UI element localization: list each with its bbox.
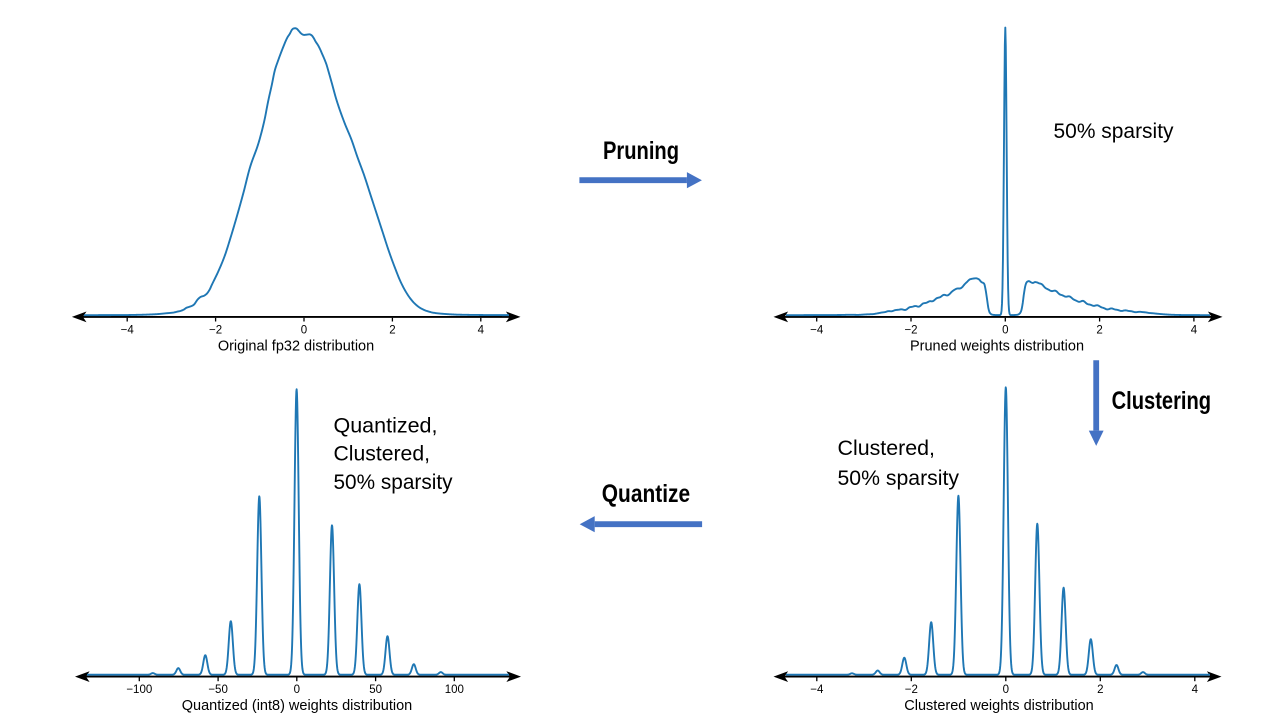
svg-text:0: 0 bbox=[294, 684, 300, 696]
svg-text:0: 0 bbox=[301, 324, 307, 336]
svg-text:50% sparsity: 50% sparsity bbox=[1054, 120, 1174, 143]
svg-text:−4: −4 bbox=[121, 324, 135, 336]
svg-text:50% sparsity: 50% sparsity bbox=[334, 471, 453, 494]
svg-text:2: 2 bbox=[389, 324, 395, 336]
svg-text:50: 50 bbox=[369, 684, 382, 696]
svg-text:Original fp32 distribution: Original fp32 distribution bbox=[218, 338, 374, 354]
svg-text:2: 2 bbox=[1096, 324, 1102, 336]
svg-text:2: 2 bbox=[1097, 684, 1103, 696]
svg-text:Quantized (int8) weights distr: Quantized (int8) weights distribution bbox=[182, 698, 413, 714]
svg-text:Quantize: Quantize bbox=[602, 480, 690, 508]
svg-text:−100: −100 bbox=[126, 684, 152, 696]
svg-text:100: 100 bbox=[445, 684, 464, 696]
svg-text:0: 0 bbox=[1003, 684, 1009, 696]
svg-text:Quantized,: Quantized, bbox=[334, 415, 438, 438]
svg-text:Clustering: Clustering bbox=[1112, 387, 1212, 415]
svg-text:Pruned weights distribution: Pruned weights distribution bbox=[910, 338, 1084, 354]
svg-text:50% sparsity: 50% sparsity bbox=[838, 467, 960, 490]
svg-text:Pruning: Pruning bbox=[603, 137, 679, 165]
svg-text:Clustered,: Clustered, bbox=[838, 437, 936, 460]
svg-text:4: 4 bbox=[1192, 684, 1199, 696]
svg-text:0: 0 bbox=[1002, 324, 1008, 336]
svg-text:−2: −2 bbox=[209, 324, 222, 336]
svg-text:−2: −2 bbox=[905, 684, 918, 696]
svg-text:−4: −4 bbox=[810, 324, 824, 336]
svg-text:−4: −4 bbox=[810, 684, 824, 696]
svg-text:4: 4 bbox=[1191, 324, 1198, 336]
svg-text:4: 4 bbox=[478, 324, 485, 336]
svg-text:−50: −50 bbox=[208, 684, 228, 696]
svg-text:−2: −2 bbox=[904, 324, 917, 336]
svg-text:Clustered weights distribution: Clustered weights distribution bbox=[904, 698, 1093, 714]
svg-text:Clustered,: Clustered, bbox=[334, 443, 431, 466]
